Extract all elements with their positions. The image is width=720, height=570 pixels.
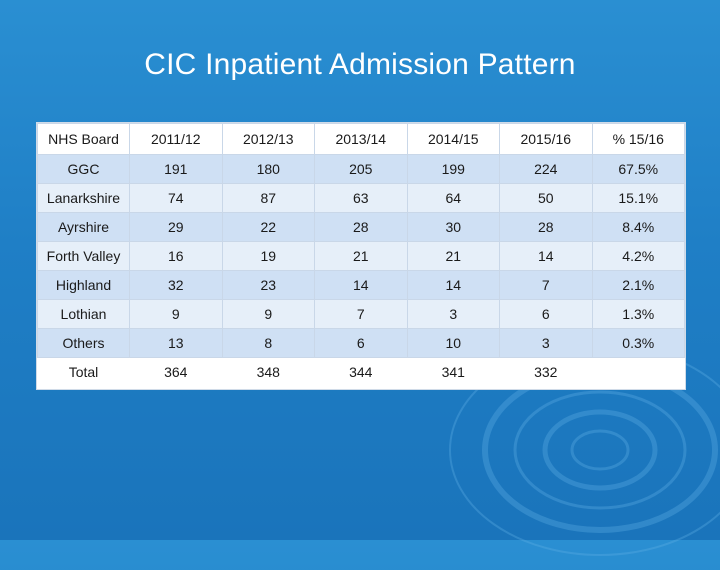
table-cell: 30 xyxy=(406,212,500,242)
table-cell: 15.1% xyxy=(591,183,685,213)
table-cell: 64 xyxy=(406,183,500,213)
table-cell: 364 xyxy=(129,357,222,386)
column-header: NHS Board xyxy=(37,123,130,155)
table-cell: Total xyxy=(37,357,130,386)
table-cell: 21 xyxy=(314,241,408,271)
table-row: Highland 32 23 14 14 7 2.1% xyxy=(37,270,685,300)
table-cell: 8 xyxy=(221,328,315,358)
table-cell: 191 xyxy=(129,154,223,184)
table-cell: 74 xyxy=(129,183,223,213)
table-cell: Forth Valley xyxy=(37,241,130,271)
column-header: 2013/14 xyxy=(314,123,408,155)
table-row: Ayrshire 29 22 28 30 28 8.4% xyxy=(37,212,685,242)
column-header: % 15/16 xyxy=(591,123,685,155)
table-cell: 87 xyxy=(221,183,315,213)
table-cell: 22 xyxy=(221,212,315,242)
table-cell: 16 xyxy=(129,241,223,271)
table-cell: 21 xyxy=(406,241,500,271)
table-cell: 28 xyxy=(314,212,408,242)
slide-title: CIC Inpatient Admission Pattern xyxy=(144,48,576,81)
table-cell: 4.2% xyxy=(591,241,685,271)
table-cell: 7 xyxy=(499,270,593,300)
table-cell: GGC xyxy=(37,154,130,184)
table-cell: 10 xyxy=(406,328,500,358)
column-header: 2014/15 xyxy=(406,123,500,155)
table-cell: Lanarkshire xyxy=(37,183,130,213)
table-cell: 6 xyxy=(314,328,408,358)
table-cell: 19 xyxy=(221,241,315,271)
table-cell: 3 xyxy=(406,299,500,329)
table-cell: 332 xyxy=(499,357,592,386)
table-header-row: NHS Board 2011/12 2012/13 2013/14 2014/1… xyxy=(37,123,685,155)
table-cell: 9 xyxy=(129,299,223,329)
table-row: Forth Valley 16 19 21 21 14 4.2% xyxy=(37,241,685,271)
table-cell: 9 xyxy=(221,299,315,329)
table-cell: 14 xyxy=(499,241,593,271)
table-cell: 344 xyxy=(314,357,407,386)
column-header: 2012/13 xyxy=(221,123,315,155)
table-cell: Ayrshire xyxy=(37,212,130,242)
table-cell: 180 xyxy=(221,154,315,184)
table-cell: 7 xyxy=(314,299,408,329)
table-cell: 348 xyxy=(222,357,315,386)
admission-table-container: NHS Board 2011/12 2012/13 2013/14 2014/1… xyxy=(36,122,686,390)
table-cell: 14 xyxy=(314,270,408,300)
table-row: Lothian 9 9 7 3 6 1.3% xyxy=(37,299,685,329)
table-cell: 28 xyxy=(499,212,593,242)
table-cell: 199 xyxy=(406,154,500,184)
table-cell: 205 xyxy=(314,154,408,184)
table-cell: 2.1% xyxy=(591,270,685,300)
column-header: 2015/16 xyxy=(499,123,593,155)
table-cell: 0.3% xyxy=(591,328,685,358)
table-cell: 8.4% xyxy=(591,212,685,242)
column-header: 2011/12 xyxy=(129,123,223,155)
table-cell: 50 xyxy=(499,183,593,213)
table-cell: 6 xyxy=(499,299,593,329)
table-total-row: Total 364 348 344 341 332 xyxy=(37,357,685,386)
table-row: Lanarkshire 74 87 63 64 50 15.1% xyxy=(37,183,685,213)
table-cell: Lothian xyxy=(37,299,130,329)
table-cell xyxy=(592,357,685,386)
table-cell: Highland xyxy=(37,270,130,300)
table-cell: 13 xyxy=(129,328,223,358)
table-cell: 29 xyxy=(129,212,223,242)
admission-table: NHS Board 2011/12 2012/13 2013/14 2014/1… xyxy=(37,123,685,386)
table-cell: 341 xyxy=(407,357,500,386)
table-cell: 32 xyxy=(129,270,223,300)
table-row: GGC 191 180 205 199 224 67.5% xyxy=(37,154,685,184)
table-cell: 224 xyxy=(499,154,593,184)
table-cell: 3 xyxy=(499,328,593,358)
table-cell: 14 xyxy=(406,270,500,300)
table-row: Others 13 8 6 10 3 0.3% xyxy=(37,328,685,358)
table-cell: 1.3% xyxy=(591,299,685,329)
table-cell: 23 xyxy=(221,270,315,300)
table-cell: 63 xyxy=(314,183,408,213)
table-cell: Others xyxy=(37,328,130,358)
table-cell: 67.5% xyxy=(591,154,685,184)
